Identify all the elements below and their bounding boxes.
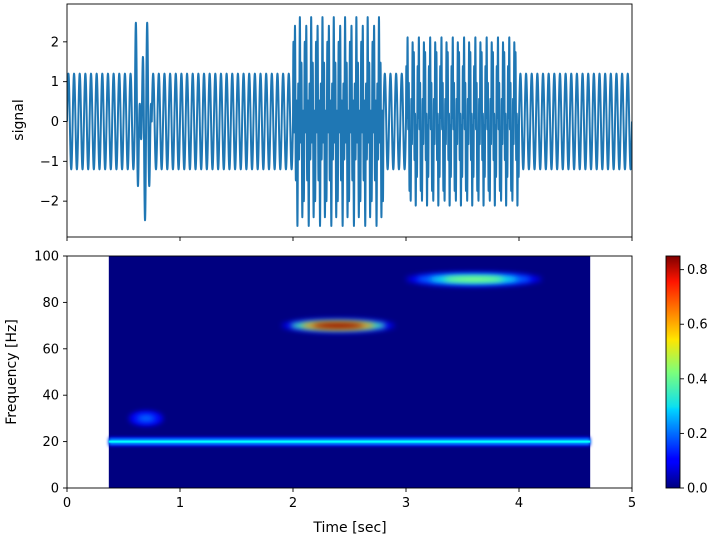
spectrogram-x-tick-label: 4 xyxy=(515,496,523,511)
signal-axes-frame xyxy=(66,3,633,238)
spectrogram-y-axis-label: Frequency [Hz] xyxy=(4,319,20,425)
spectrogram-blob-30hz xyxy=(138,415,154,421)
signal-y-tick-label: 1 xyxy=(51,75,59,90)
colorbar-tick-label: 0.6 xyxy=(687,318,708,333)
spectrogram-x-axis-label: Time [sec] xyxy=(312,520,386,536)
spectrogram-y-tick-label: 100 xyxy=(34,250,59,265)
signal-y-tick-label: −2 xyxy=(40,195,59,210)
signal-y-tick-label: 0 xyxy=(51,115,59,130)
colorbar-frame xyxy=(665,255,681,489)
colorbar-gradient xyxy=(666,256,680,488)
spectrogram-x-tick-label: 0 xyxy=(63,496,71,511)
spectrogram-x-ticks: 0 1 2 3 4 5 xyxy=(63,488,636,511)
spectrogram-background xyxy=(108,256,591,488)
spectrogram-y-tick-label: 60 xyxy=(42,342,59,357)
signal-y-tick-label: 2 xyxy=(51,35,59,50)
spectrogram-y-tick-label: 40 xyxy=(42,389,59,404)
spectrogram-blob-90hz xyxy=(443,276,505,282)
colorbar-tick-label: 0.2 xyxy=(687,427,708,442)
signal-x-ticks xyxy=(66,237,633,241)
spectrogram-plot-area xyxy=(108,256,591,488)
spectrogram-band-core xyxy=(108,440,591,443)
spectrogram-x-tick-label: 5 xyxy=(628,496,636,511)
spectrogram-y-tick-label: 80 xyxy=(42,296,59,311)
spectrogram-y-tick-label: 0 xyxy=(51,482,59,497)
signal-line xyxy=(67,16,632,227)
spectrogram-axes-frame xyxy=(66,255,633,489)
spectrogram-x-tick-label: 2 xyxy=(289,496,297,511)
signal-y-tick-label: −1 xyxy=(40,155,59,170)
signal-y-axis-label: signal xyxy=(11,99,27,140)
spectrogram-x-tick-label: 3 xyxy=(402,496,410,511)
signal-plot-area xyxy=(67,16,632,227)
spectrogram-panel: 0 1 2 3 4 5 0 20 40 60 80 100 Time [sec] Frequency… xyxy=(4,250,636,537)
colorbar: 0.0 0.2 0.4 0.6 0.8 xyxy=(665,255,708,497)
spectrogram-x-tick-label: 1 xyxy=(176,496,184,511)
colorbar-tick-label: 0.4 xyxy=(687,372,708,387)
signal-y-ticks: −2 −1 0 1 2 xyxy=(40,35,67,210)
spectrogram-y-ticks: 0 20 40 60 80 100 xyxy=(34,250,67,497)
signal-panel: −2 −1 0 1 2 signal xyxy=(11,3,633,241)
colorbar-ticks: 0.0 0.2 0.4 0.6 0.8 xyxy=(680,263,708,497)
colorbar-tick-label: 0.8 xyxy=(687,263,708,278)
spectrogram-y-tick-label: 20 xyxy=(42,435,59,450)
colorbar-tick-label: 0.0 xyxy=(687,482,708,497)
spectrogram-blob-70hz xyxy=(312,323,364,329)
